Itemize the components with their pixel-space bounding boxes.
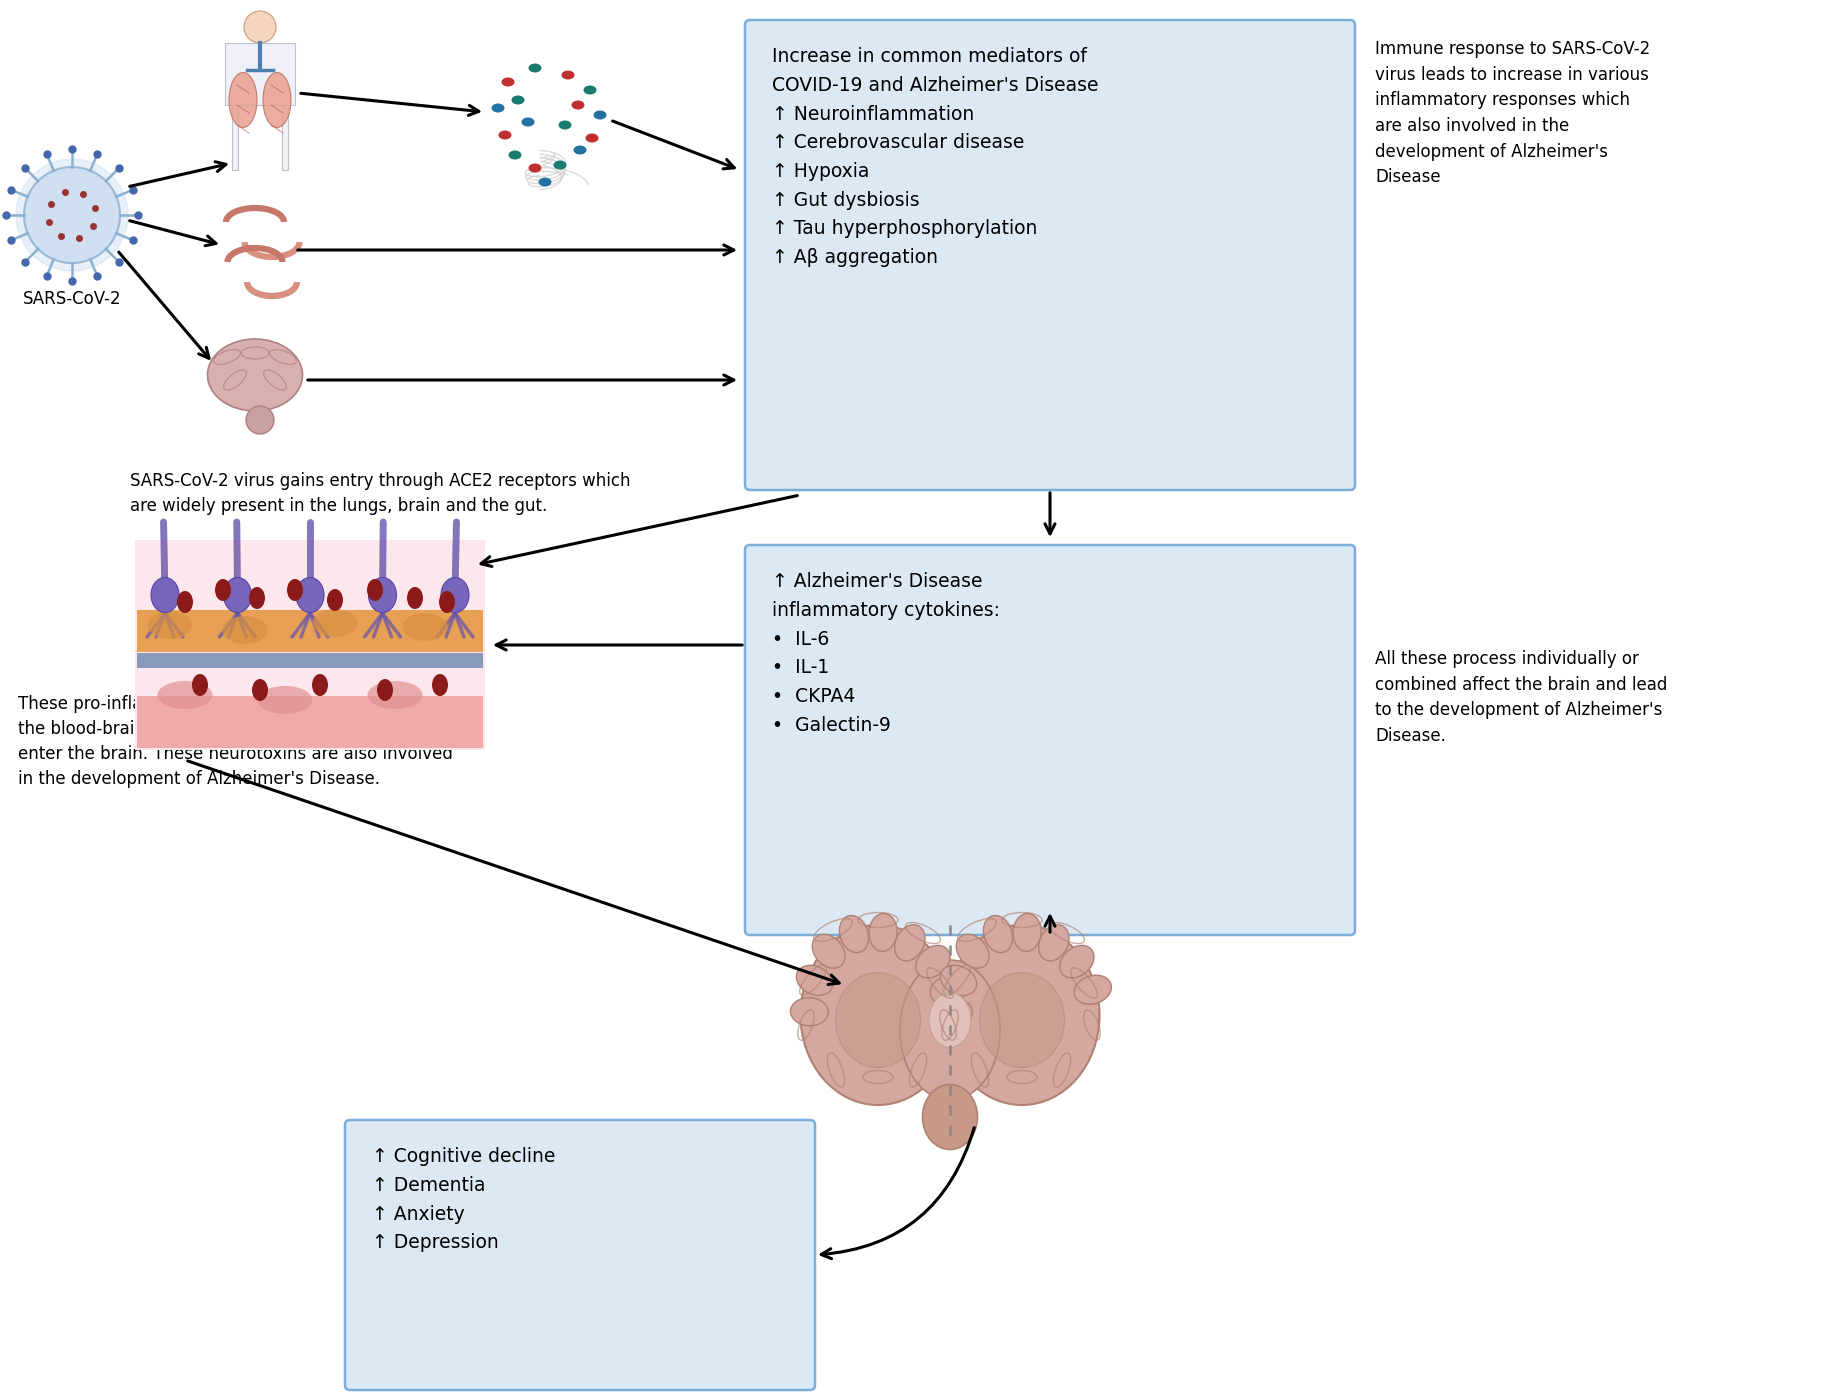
Ellipse shape: [498, 130, 511, 140]
Ellipse shape: [553, 161, 566, 169]
Ellipse shape: [502, 77, 514, 87]
Ellipse shape: [229, 73, 256, 127]
Ellipse shape: [983, 916, 1012, 952]
Ellipse shape: [439, 591, 455, 613]
Ellipse shape: [245, 406, 275, 434]
Ellipse shape: [216, 580, 230, 601]
Ellipse shape: [1075, 976, 1112, 1004]
Ellipse shape: [192, 673, 208, 696]
Text: These pro-inflammatory process cause disruption of
the blood-brain barrier which: These pro-inflammatory process cause dis…: [18, 694, 454, 788]
Ellipse shape: [929, 993, 972, 1047]
Ellipse shape: [367, 680, 422, 708]
FancyBboxPatch shape: [135, 540, 485, 750]
Ellipse shape: [297, 578, 325, 613]
Polygon shape: [225, 43, 295, 169]
Ellipse shape: [979, 973, 1064, 1067]
Ellipse shape: [223, 578, 251, 613]
Circle shape: [243, 11, 277, 43]
Ellipse shape: [151, 578, 179, 613]
Ellipse shape: [562, 70, 575, 80]
Ellipse shape: [800, 925, 955, 1105]
Ellipse shape: [312, 673, 328, 696]
Ellipse shape: [511, 95, 524, 105]
Ellipse shape: [559, 120, 572, 130]
Circle shape: [24, 167, 120, 263]
Ellipse shape: [811, 934, 845, 969]
Ellipse shape: [944, 925, 1099, 1105]
Ellipse shape: [573, 146, 586, 154]
Ellipse shape: [586, 133, 599, 143]
Ellipse shape: [157, 680, 212, 708]
Ellipse shape: [1012, 913, 1042, 952]
FancyBboxPatch shape: [345, 1120, 815, 1390]
Ellipse shape: [367, 580, 384, 601]
Text: ↑ Alzheimer's Disease
inflammatory cytokines:
•  IL-6
•  IL-1
•  CKPA4
•  Galect: ↑ Alzheimer's Disease inflammatory cytok…: [773, 573, 999, 735]
Ellipse shape: [869, 913, 896, 952]
FancyBboxPatch shape: [745, 545, 1355, 935]
Ellipse shape: [509, 151, 522, 160]
Ellipse shape: [839, 916, 869, 952]
Ellipse shape: [148, 610, 192, 638]
FancyBboxPatch shape: [745, 20, 1355, 490]
Ellipse shape: [900, 960, 999, 1100]
Ellipse shape: [208, 339, 302, 412]
Ellipse shape: [1038, 925, 1070, 960]
Ellipse shape: [1060, 945, 1093, 979]
Ellipse shape: [431, 673, 448, 696]
Ellipse shape: [929, 976, 968, 1004]
Text: SARS-CoV-2: SARS-CoV-2: [22, 290, 122, 308]
Ellipse shape: [264, 73, 291, 127]
Ellipse shape: [935, 998, 972, 1026]
Ellipse shape: [922, 1085, 977, 1149]
FancyBboxPatch shape: [136, 696, 483, 748]
Ellipse shape: [529, 63, 542, 73]
Ellipse shape: [572, 101, 585, 109]
Ellipse shape: [249, 587, 266, 609]
Ellipse shape: [492, 104, 505, 112]
Ellipse shape: [957, 934, 988, 969]
FancyBboxPatch shape: [136, 610, 483, 652]
Ellipse shape: [538, 178, 551, 186]
Ellipse shape: [594, 111, 607, 119]
Text: Increase in common mediators of
COVID-19 and Alzheimer's Disease
↑ Neuroinflamma: Increase in common mediators of COVID-19…: [773, 48, 1099, 267]
Text: SARS-CoV-2 virus gains entry through ACE2 receptors which
are widely present in : SARS-CoV-2 virus gains entry through ACE…: [129, 472, 631, 515]
Ellipse shape: [258, 686, 312, 714]
Ellipse shape: [369, 578, 396, 613]
Ellipse shape: [177, 591, 194, 613]
Ellipse shape: [940, 966, 977, 995]
Ellipse shape: [376, 679, 393, 701]
Ellipse shape: [894, 925, 926, 960]
Ellipse shape: [916, 945, 950, 979]
Ellipse shape: [797, 966, 833, 995]
Ellipse shape: [253, 679, 267, 701]
Ellipse shape: [408, 587, 422, 609]
Ellipse shape: [791, 998, 828, 1026]
Ellipse shape: [529, 164, 542, 172]
Text: Immune response to SARS-CoV-2
virus leads to increase in various
inflammatory re: Immune response to SARS-CoV-2 virus lead…: [1376, 41, 1650, 186]
Ellipse shape: [402, 613, 448, 641]
FancyBboxPatch shape: [136, 652, 483, 668]
Ellipse shape: [326, 589, 343, 610]
Ellipse shape: [835, 973, 920, 1067]
Ellipse shape: [312, 609, 358, 637]
Ellipse shape: [223, 616, 267, 644]
Ellipse shape: [288, 580, 302, 601]
Ellipse shape: [522, 118, 535, 126]
Ellipse shape: [441, 578, 468, 613]
Text: All these process individually or
combined affect the brain and lead
to the deve: All these process individually or combin…: [1376, 650, 1667, 745]
Text: ↑ Cognitive decline
↑ Dementia
↑ Anxiety
↑ Depression: ↑ Cognitive decline ↑ Dementia ↑ Anxiety…: [372, 1147, 555, 1252]
Circle shape: [17, 160, 127, 272]
Ellipse shape: [583, 85, 596, 95]
